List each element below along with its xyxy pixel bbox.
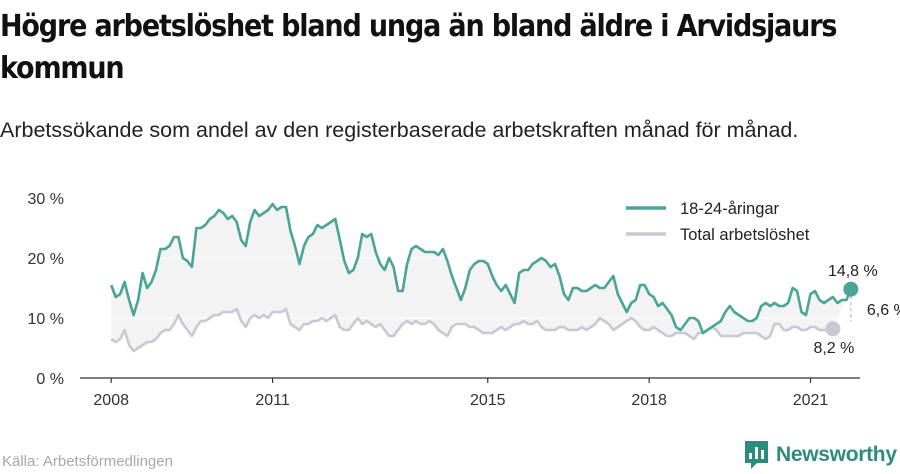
legend-label: Total arbetslöshet — [680, 226, 810, 244]
gap-band-area — [111, 204, 851, 351]
difference-label: 6,6 % — [867, 302, 900, 319]
end-annotations: 14,8 % 8,2 % 6,6 % — [813, 263, 900, 357]
source-note: Källa: Arbetsförmedlingen — [2, 453, 173, 470]
youth-end-label: 14,8 % — [828, 263, 878, 280]
youth-end-marker — [843, 281, 859, 297]
brand-logo[interactable]: Newsworthy — [745, 441, 897, 469]
x-tick-label: 2011 — [255, 392, 290, 409]
y-tick-label: 10 % — [28, 311, 64, 328]
newsworthy-logo-icon — [745, 441, 768, 469]
x-tick-label: 2018 — [631, 392, 667, 409]
total-end-label: 8,2 % — [813, 340, 854, 357]
x-tick-label: 2021 — [793, 392, 829, 409]
total-end-marker — [825, 321, 841, 337]
gap-band — [111, 204, 851, 351]
chart-subtitle: Arbetssökande som andel av den registerb… — [0, 118, 799, 142]
y-tick-label: 0 % — [36, 371, 64, 388]
legend: 18-24-åringar Total arbetslöshet — [618, 192, 850, 248]
chart-title: Högre arbetslöshet bland unga än bland ä… — [0, 9, 837, 86]
brand-name: Newsworthy — [776, 443, 897, 466]
y-tick-label: 20 % — [28, 251, 64, 268]
y-tick-label: 30 % — [28, 191, 64, 208]
series-line-youth — [109, 202, 853, 335]
legend-background — [618, 192, 850, 248]
x-tick-label: 2015 — [470, 392, 506, 409]
legend-label: 18-24-åringar — [680, 200, 780, 218]
series-lines — [109, 202, 853, 353]
axes: 0 % 10 % 20 % 30 % 2008 2011 2015 2018 2021 — [28, 191, 860, 409]
x-tick-label: 2008 — [93, 392, 129, 409]
